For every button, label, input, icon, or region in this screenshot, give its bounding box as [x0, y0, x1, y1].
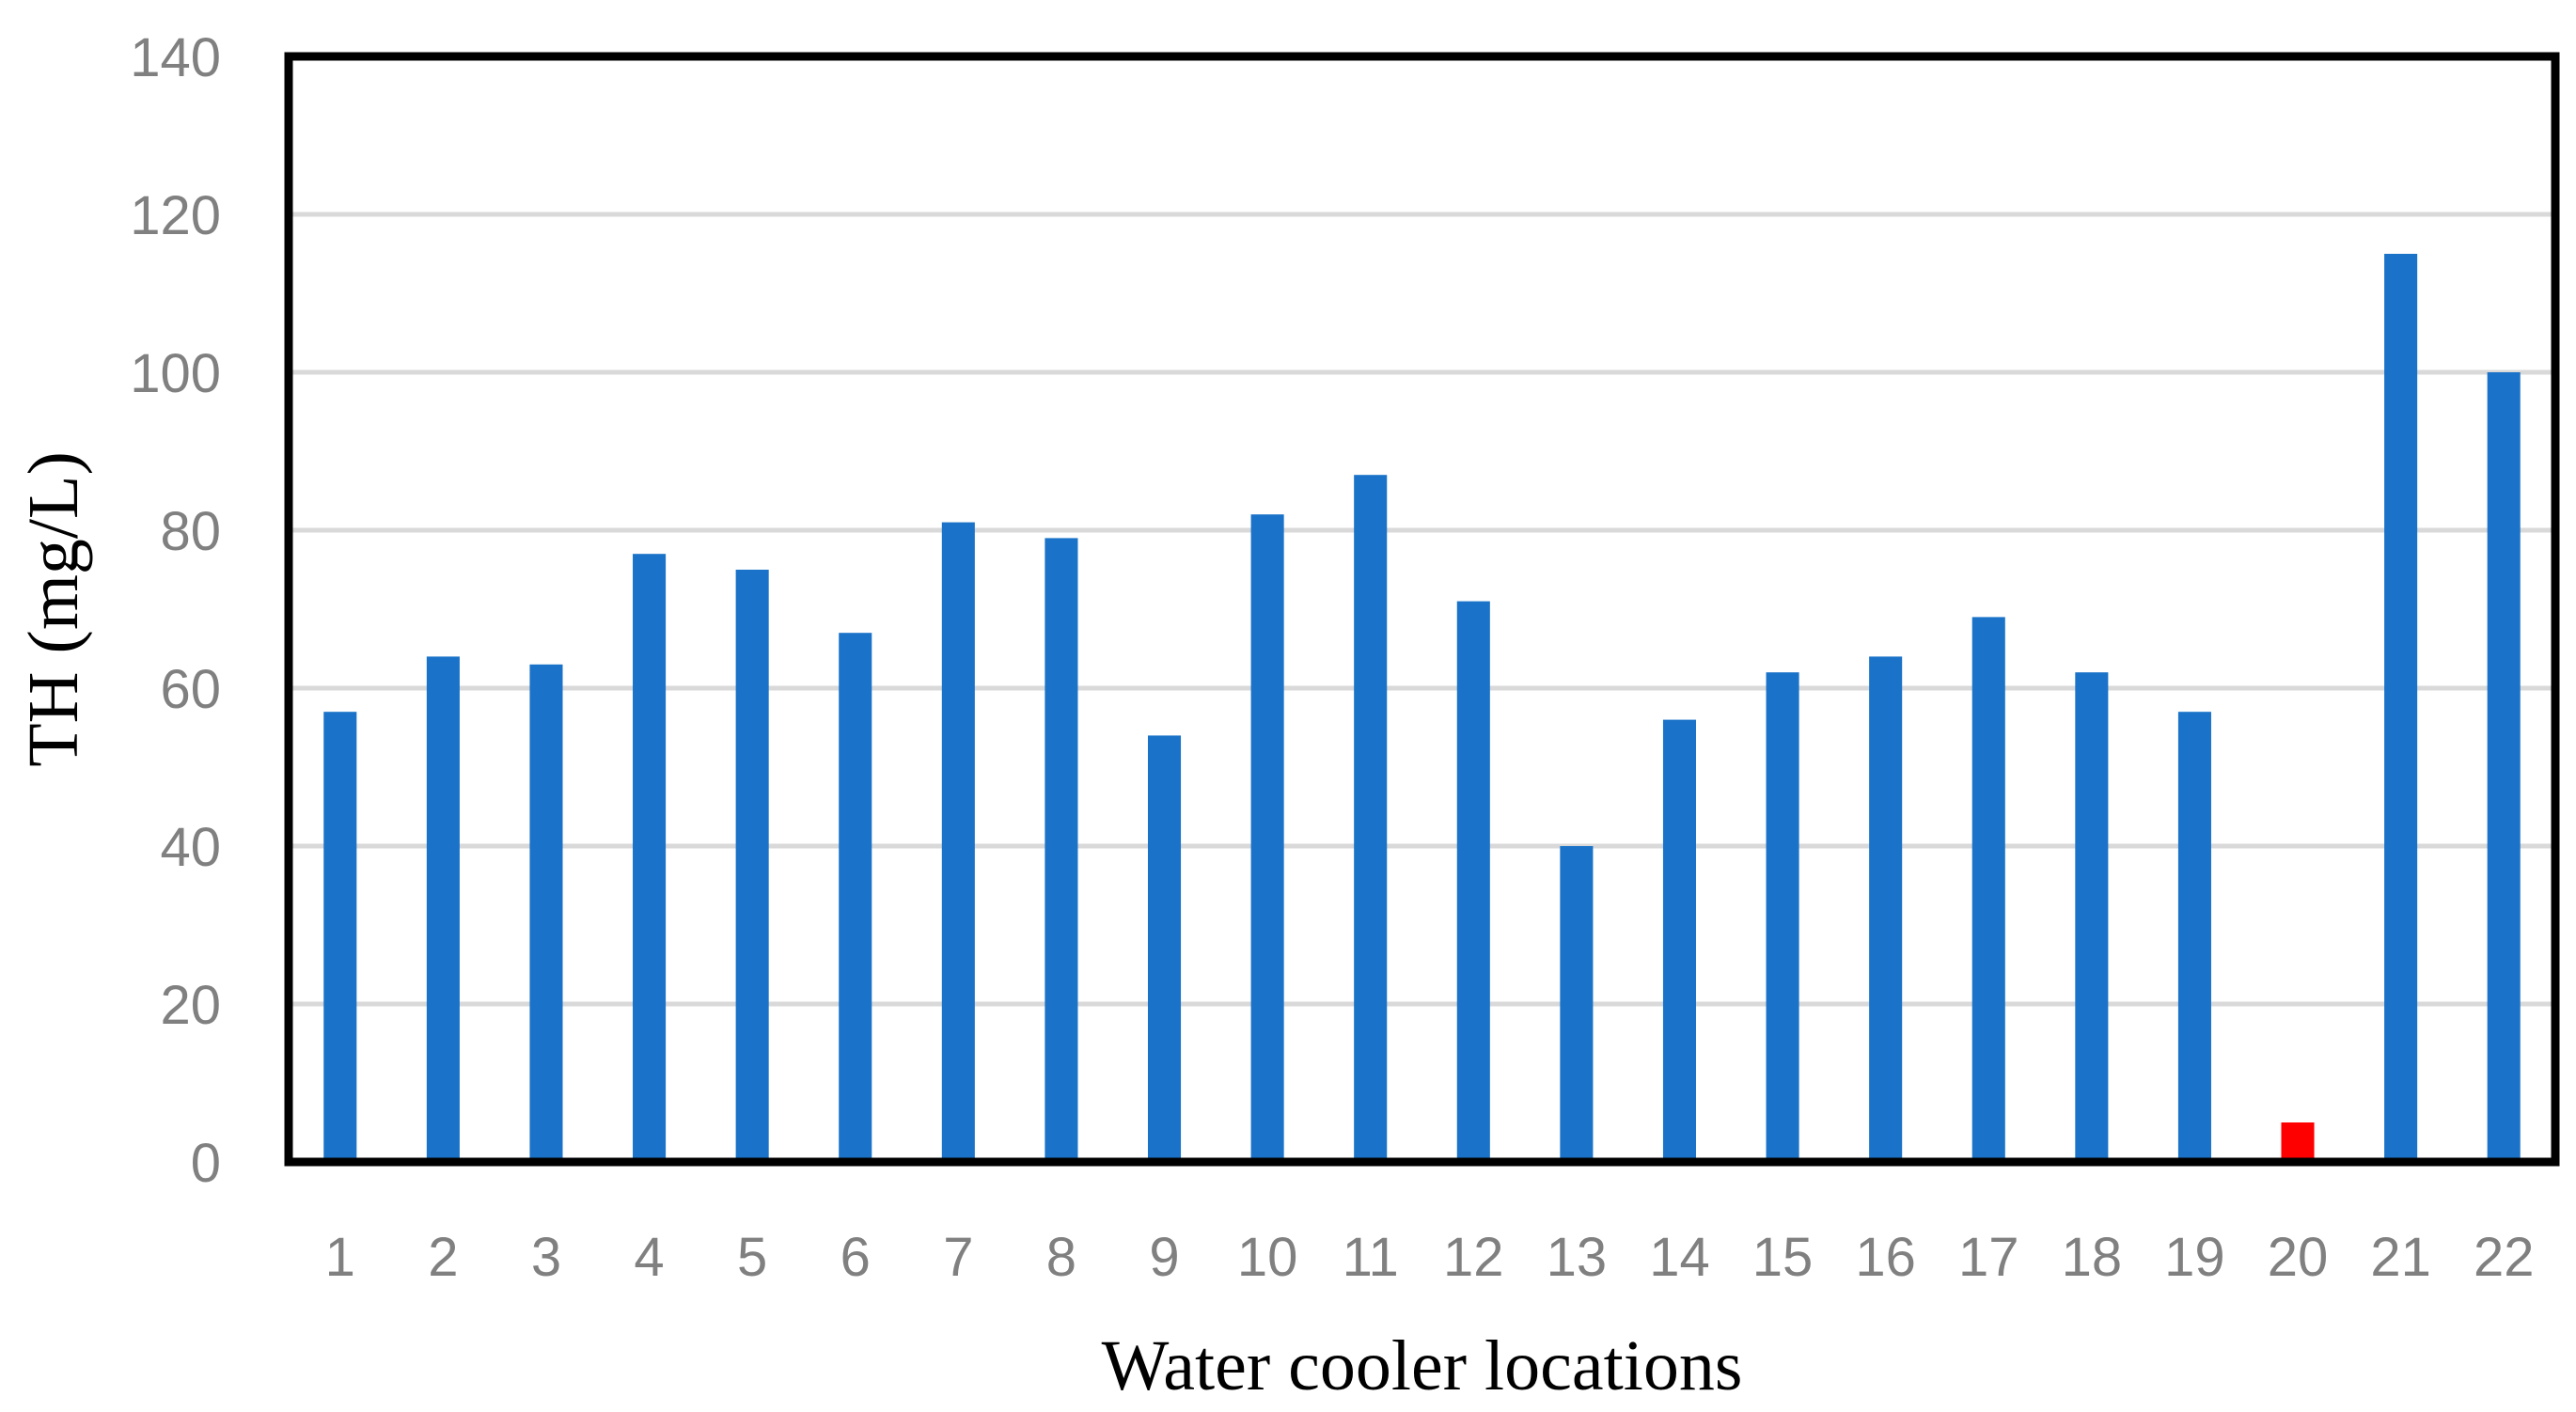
y-tick-label: 80	[160, 501, 221, 562]
x-tick-label: 15	[1752, 1227, 1814, 1288]
x-tick-label: 9	[1149, 1227, 1179, 1288]
bar-19	[2177, 712, 2211, 1162]
y-tick-labels: 0 20 40 60 80 100 120 140	[130, 27, 221, 1194]
x-tick-label: 19	[2164, 1227, 2225, 1288]
bar-13	[1560, 846, 1594, 1162]
x-tick-label: 6	[840, 1227, 871, 1288]
bar-8	[1045, 538, 1078, 1162]
x-tick-label: 16	[1855, 1227, 1916, 1288]
x-tick-label: 8	[1046, 1227, 1076, 1288]
gridlines	[289, 212, 2555, 1007]
x-tick-label: 12	[1443, 1227, 1504, 1288]
x-tick-label: 13	[1547, 1227, 1608, 1288]
y-tick-label: 0	[191, 1133, 221, 1194]
x-axis-title: Water cooler locations	[1102, 1326, 1743, 1405]
x-tick-label: 1	[325, 1227, 355, 1288]
x-tick-label: 21	[2370, 1227, 2431, 1288]
bar-2	[426, 656, 460, 1162]
plot-border	[284, 52, 2560, 1167]
bar-16	[1869, 656, 1903, 1162]
x-tick-label: 17	[1958, 1227, 2019, 1288]
bar-1	[323, 712, 357, 1162]
bar-5	[735, 570, 769, 1162]
plot-frame	[284, 52, 2560, 1167]
y-tick-label: 120	[130, 185, 221, 246]
x-tick-label: 22	[2474, 1227, 2535, 1288]
bar-4	[633, 554, 667, 1162]
x-tick-label: 10	[1237, 1227, 1298, 1288]
y-tick-label: 20	[160, 975, 221, 1036]
bar-10	[1250, 514, 1284, 1162]
bar-21	[2384, 254, 2418, 1162]
bar-7	[941, 522, 975, 1162]
bar-11	[1354, 475, 1388, 1162]
bar-9	[1147, 735, 1182, 1162]
bar-14	[1662, 719, 1697, 1162]
bar-3	[529, 664, 563, 1162]
bar-18	[2075, 672, 2109, 1162]
y-tick-label: 60	[160, 659, 221, 720]
bar-15	[1766, 672, 1799, 1162]
bar-12	[1456, 601, 1490, 1162]
x-tick-label: 11	[1343, 1227, 1399, 1288]
x-tick-label: 18	[2062, 1227, 2123, 1288]
y-axis-title: TH (mg/L)	[14, 451, 93, 767]
bars	[323, 254, 2521, 1162]
x-tick-label: 2	[428, 1227, 458, 1288]
x-tick-label: 14	[1649, 1227, 1710, 1288]
y-tick-label: 140	[130, 27, 221, 88]
y-tick-label: 40	[160, 817, 221, 878]
x-tick-label: 3	[531, 1227, 561, 1288]
bar-22	[2487, 372, 2521, 1162]
bar-17	[1971, 617, 2005, 1162]
bar-6	[839, 633, 872, 1162]
bar-20	[2281, 1122, 2315, 1162]
x-tick-label: 5	[737, 1227, 767, 1288]
x-tick-label: 20	[2268, 1227, 2329, 1288]
x-tick-labels: 1 2 3 4 5 6 7 8 9 10 11 12 13 14 15 16 17 18 19 20 21 22	[325, 1227, 2535, 1288]
y-tick-label: 100	[130, 343, 221, 404]
x-tick-label: 4	[634, 1227, 664, 1288]
x-tick-label: 7	[943, 1227, 973, 1288]
